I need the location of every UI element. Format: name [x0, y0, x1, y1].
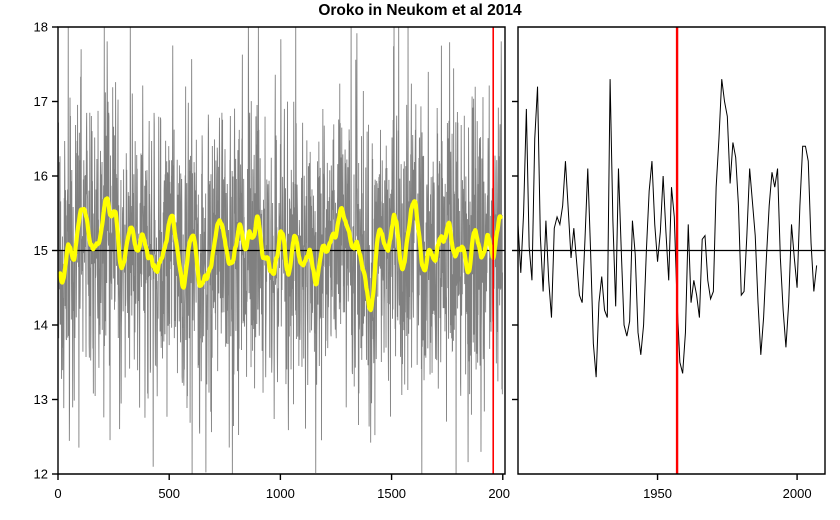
tick-label: 2000	[783, 486, 812, 501]
tick-label: 14	[34, 318, 48, 333]
tick-label: 1000	[266, 486, 295, 501]
tick-label: 500	[158, 486, 180, 501]
tick-label: 18	[34, 20, 48, 35]
smoothed-series-line	[58, 196, 503, 313]
chart-title: Oroko in Neukom et al 2014	[318, 2, 522, 19]
full-record-panel: 12 13 14 15 16 17 18 0 500 1000 1500 2000	[34, 20, 510, 502]
tick-label: 15	[34, 243, 48, 258]
instrumental-series-line	[518, 79, 818, 378]
smoothed-series-group	[58, 196, 503, 313]
instrumental-series-group	[518, 79, 818, 378]
instrumental-period-plot: 1950 2000	[512, 26, 826, 501]
tick-label: 17	[34, 94, 48, 109]
tick-label: 0	[54, 486, 61, 501]
tick-label: 1950	[643, 486, 672, 501]
full-record-plot: 12 13 14 15 16 17 18 0 500 1000 1500 2000	[34, 20, 510, 502]
tick-label: 16	[34, 169, 48, 184]
tick-label: 13	[34, 392, 48, 407]
tick-label: 12	[34, 467, 48, 482]
instrumental-period-panel: 1950 2000	[510, 0, 840, 520]
tick-label: 2000	[488, 486, 510, 501]
tick-label: 1500	[377, 486, 406, 501]
